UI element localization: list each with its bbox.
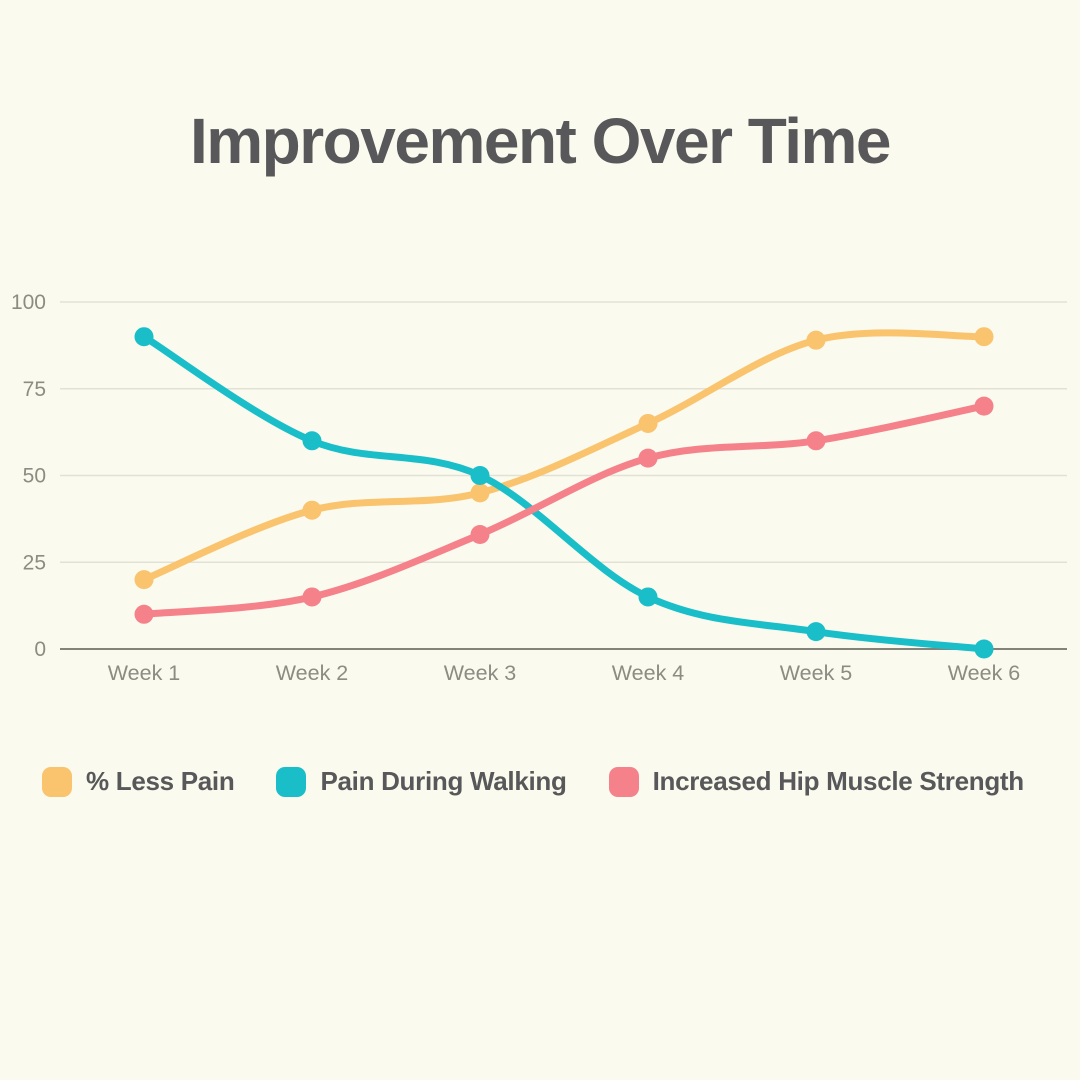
series-point-1-0 [134, 327, 154, 347]
legend-label: Increased Hip Muscle Strength [652, 766, 1025, 796]
legend-item-less-pain: % Less Pain [42, 766, 235, 797]
series-line-1 [140, 333, 988, 653]
x-tick-label: Week 2 [276, 661, 349, 685]
series-point-0-3 [638, 413, 658, 433]
y-tick-label: 50 [23, 465, 46, 488]
y-tick-label: 0 [34, 638, 46, 661]
legend-swatch-icon [608, 766, 639, 797]
y-tick-label: 100 [11, 291, 46, 314]
legend-item-pain-during-walking: Pain During Walking [276, 766, 567, 797]
series-point-2-4 [806, 431, 826, 451]
legend-swatch-icon [42, 766, 72, 797]
y-tick-label: 25 [23, 551, 46, 574]
x-tick-label: Week 4 [612, 661, 685, 685]
series-point-2-3 [638, 448, 658, 468]
series-line-0 [140, 329, 988, 584]
series-point-1-3 [638, 587, 658, 607]
x-tick-label: Week 6 [948, 661, 1021, 685]
chart-legend: % Less Pain Pain During Walking Increase… [42, 766, 1052, 797]
series-point-2-1 [302, 587, 322, 607]
series-point-0-4 [806, 330, 826, 350]
series-point-0-5 [974, 327, 994, 347]
series-point-1-4 [806, 622, 826, 642]
series-point-0-2 [470, 483, 490, 503]
x-tick-label: Week 3 [444, 661, 517, 685]
series-point-1-1 [302, 431, 322, 451]
legend-label: Pain During Walking [320, 766, 567, 796]
legend-item-hip-muscle-strength: Increased Hip Muscle Strength [608, 766, 1025, 797]
series-point-1-5 [974, 639, 994, 659]
series-line-2 [140, 402, 988, 618]
series-point-2-0 [134, 604, 154, 624]
series-point-2-5 [974, 396, 994, 416]
legend-swatch-icon [276, 766, 307, 797]
series-point-0-1 [302, 500, 322, 520]
series-point-0-0 [134, 570, 154, 590]
x-tick-label: Week 1 [108, 661, 181, 685]
y-tick-label: 75 [23, 378, 46, 401]
x-tick-label: Week 5 [780, 661, 853, 685]
series-point-1-2 [470, 466, 490, 485]
series-point-2-2 [470, 524, 490, 544]
legend-label: % Less Pain [86, 766, 235, 796]
chart-title: Improvement Over Time [189, 105, 892, 177]
